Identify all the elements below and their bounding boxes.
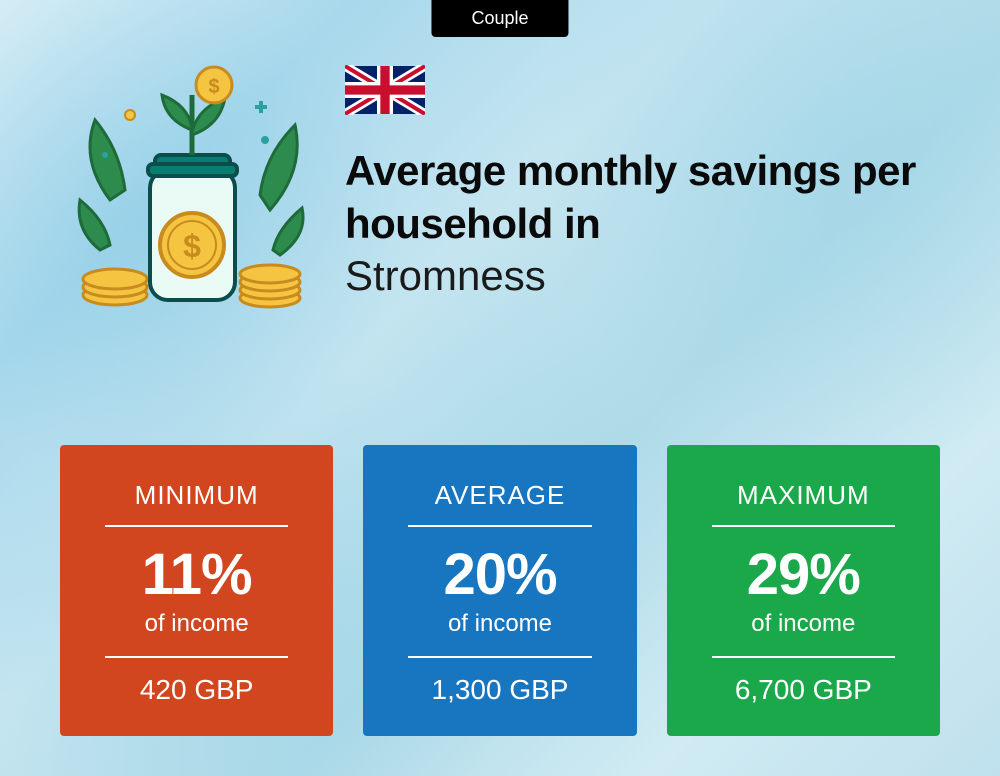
category-tab: Couple: [431, 0, 568, 37]
card-label: AVERAGE: [388, 480, 611, 525]
card-amount: 1,300 GBP: [388, 658, 611, 706]
card-amount: 6,700 GBP: [692, 658, 915, 706]
svg-text:$: $: [183, 228, 201, 264]
page-title: Average monthly savings per household in: [345, 145, 940, 250]
card-label: MAXIMUM: [692, 480, 915, 525]
stat-cards-row: MINIMUM 11% of income 420 GBP AVERAGE 20…: [60, 445, 940, 736]
card-percent: 11%: [85, 527, 308, 610]
leaf-icon: [273, 208, 303, 255]
header-section: $ $ Average monthly savings per househol…: [70, 60, 940, 320]
uk-flag-icon: [345, 65, 425, 115]
card-amount: 420 GBP: [85, 658, 308, 706]
savings-jar-illustration: $ $: [70, 60, 310, 320]
title-block: Average monthly savings per household in…: [345, 60, 940, 303]
card-percent: 20%: [388, 527, 611, 610]
stat-card-average: AVERAGE 20% of income 1,300 GBP: [363, 445, 636, 736]
card-percent: 29%: [692, 527, 915, 610]
leaf-icon: [79, 200, 110, 250]
svg-text:$: $: [208, 76, 219, 98]
card-label: MINIMUM: [85, 480, 308, 525]
card-sub: of income: [85, 610, 308, 656]
location-name: Stromness: [345, 250, 940, 303]
card-sub: of income: [692, 610, 915, 656]
leaf-icon: [90, 120, 125, 200]
stat-card-maximum: MAXIMUM 29% of income 6,700 GBP: [667, 445, 940, 736]
card-sub: of income: [388, 610, 611, 656]
stat-card-minimum: MINIMUM 11% of income 420 GBP: [60, 445, 333, 736]
